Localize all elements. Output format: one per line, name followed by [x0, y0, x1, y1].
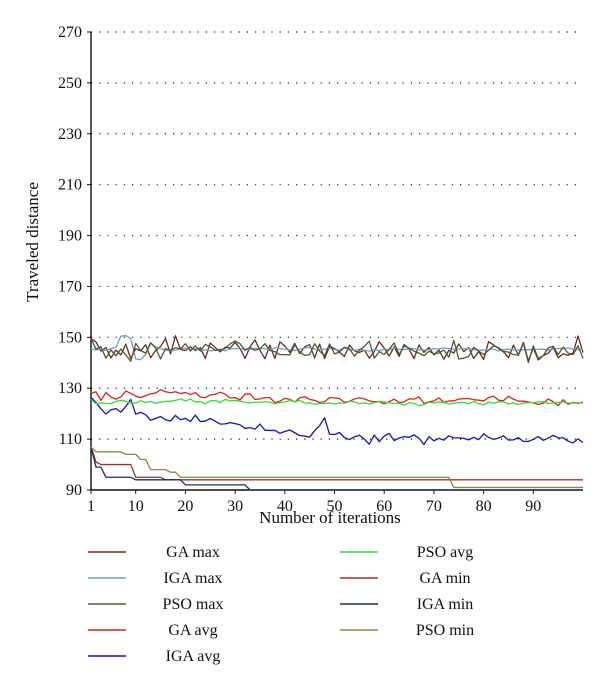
- grid: [91, 31, 583, 440]
- x-tick-label-9: 90: [525, 498, 541, 515]
- legend-item-pso-min: PSO min: [340, 622, 474, 639]
- legend-label-pso-max: PSO max: [163, 596, 224, 613]
- legend-item-pso-avg: PSO avg: [340, 544, 473, 561]
- y-tick-label-9: 270: [58, 24, 82, 41]
- series-line-iga-min: [90, 446, 583, 491]
- y-axis-title: Traveled distance: [23, 182, 42, 302]
- y-tick-label-2: 130: [58, 380, 82, 397]
- legend-label-iga-avg: IGA avg: [166, 648, 221, 665]
- legend-item-iga-min: IGA min: [340, 596, 473, 613]
- series-line-pso-max: [90, 338, 584, 364]
- x-tick-label-2: 20: [177, 498, 193, 515]
- y-tick-label-7: 230: [58, 126, 82, 143]
- legend-item-ga-min: GA min: [340, 570, 471, 587]
- y-tick-label-6: 210: [58, 177, 82, 194]
- y-tick-label-4: 170: [58, 278, 82, 295]
- plot-area: [90, 334, 584, 491]
- legend-label-ga-max: GA max: [166, 544, 220, 561]
- x-tick-label-6: 60: [376, 498, 392, 515]
- x-tick-label-1: 10: [128, 498, 144, 515]
- legend-label-ga-avg: GA avg: [168, 622, 217, 639]
- y-tick-label-1: 110: [59, 431, 82, 448]
- x-tick-label-3: 30: [227, 498, 243, 515]
- series-line-pso-avg: [90, 398, 584, 407]
- y-tick-label-8: 250: [58, 75, 82, 92]
- y-tick-label-5: 190: [58, 228, 82, 245]
- series-line-iga-avg: [90, 396, 584, 446]
- x-axis-title: Number of iterations: [259, 508, 401, 527]
- legend-label-pso-min: PSO min: [416, 622, 474, 639]
- y-tick-label-3: 150: [58, 329, 82, 346]
- x-tick-label-7: 70: [426, 498, 442, 515]
- legend-label-pso-avg: PSO avg: [417, 544, 473, 561]
- legend-item-ga-max: GA max: [88, 544, 220, 561]
- legend-item-pso-max: PSO max: [88, 596, 223, 613]
- legend-item-iga-avg: IGA avg: [88, 648, 220, 665]
- legend: GA max IGA max PSO max GA avg IGA avg PSO avg…: [88, 544, 474, 665]
- series-line-ga-min: [90, 446, 583, 481]
- x-tick-label-5: 50: [327, 498, 343, 515]
- x-tick-label-4: 40: [277, 498, 293, 515]
- x-tick-label-8: 80: [476, 498, 492, 515]
- series-line-ga-max: [90, 335, 584, 362]
- x-tick-label-0: 1: [87, 498, 95, 515]
- series-line-ga-avg: [90, 389, 584, 407]
- legend-item-iga-max: IGA max: [88, 570, 223, 587]
- legend-label-ga-min: GA min: [419, 570, 470, 587]
- axes: [90, 32, 583, 491]
- legend-label-iga-max: IGA max: [163, 570, 222, 587]
- legend-label-iga-min: IGA min: [417, 596, 473, 613]
- legend-item-ga-avg: GA avg: [88, 622, 218, 639]
- y-tick-label-0: 90: [66, 482, 82, 499]
- series-line-pso-min: [90, 446, 583, 489]
